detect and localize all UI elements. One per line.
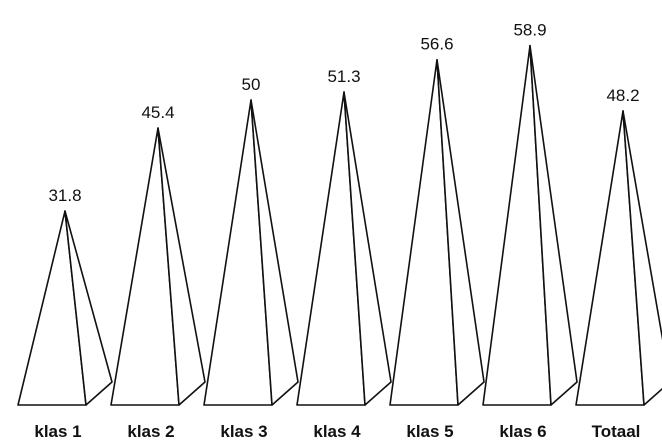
value-label: 31.8 — [48, 186, 81, 205]
pyramid-bar — [575, 110, 662, 406]
pyramid-side-face — [343, 91, 392, 406]
pyramid-bar — [389, 58, 485, 406]
value-label: 50 — [242, 75, 261, 94]
chart-labels: 31.8 klas 1 45.4 klas 2 50 klas 3 51.3 klas 4 56… — [34, 21, 640, 441]
category-label: klas 2 — [127, 422, 174, 441]
category-label: klas 3 — [220, 422, 267, 441]
category-label: klas 1 — [34, 422, 81, 441]
pyramid-side-face — [157, 127, 206, 406]
chart-marks — [17, 44, 662, 406]
pyramid-bar — [17, 210, 113, 406]
pyramid-side-face — [436, 58, 485, 406]
pyramid-bar — [296, 91, 392, 406]
pyramid-side-face — [250, 99, 299, 406]
pyramid-side-face — [64, 210, 113, 406]
category-label: klas 6 — [499, 422, 546, 441]
pyramid-bar — [110, 127, 206, 406]
value-label: 51.3 — [327, 67, 360, 86]
category-label: klas 4 — [313, 422, 361, 441]
value-label: 58.9 — [513, 21, 546, 40]
value-label: 56.6 — [420, 35, 453, 54]
category-label: klas 5 — [406, 422, 453, 441]
pyramid-side-face — [529, 44, 578, 406]
pyramid-side-face — [622, 110, 662, 406]
value-label: 45.4 — [141, 103, 174, 122]
value-label: 48.2 — [606, 86, 639, 105]
pyramid-bar — [482, 44, 578, 406]
category-label: Totaal — [592, 422, 641, 441]
pyramid-bar — [203, 99, 299, 406]
